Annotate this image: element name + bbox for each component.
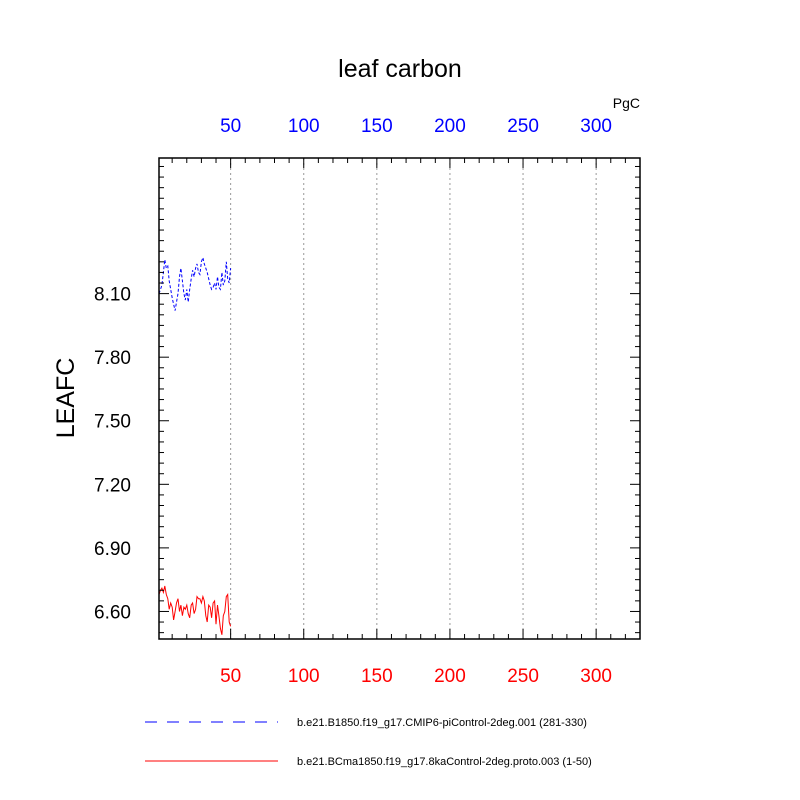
y-tick-label: 6.90 [94, 539, 131, 560]
units-label: PgC [613, 95, 640, 111]
chart-title: leaf carbon [338, 55, 462, 83]
y-axis-label: LEAFC [52, 358, 80, 439]
series-line-1 [158, 255, 232, 311]
x-tick-label-top: 100 [288, 116, 320, 137]
y-tick-label: 8.10 [94, 285, 131, 306]
x-tick-label-top: 250 [507, 116, 539, 137]
x-tick-label-top: 200 [434, 116, 466, 137]
x-tick-label-top: 300 [580, 116, 612, 137]
x-tick-label-top: 150 [361, 116, 393, 137]
grid-lines [230, 158, 597, 639]
legend-label: b.e21.B1850.f19_g17.CMIP6-piControl-2deg… [297, 717, 587, 729]
legend: b.e21.B1850.f19_g17.CMIP6-piControl-2deg… [145, 717, 592, 768]
y-tick-label: 7.20 [94, 475, 131, 496]
x-tick-label-top: 50 [220, 116, 241, 137]
series-lines [158, 255, 232, 635]
x-tick-label-bottom: 300 [580, 666, 612, 687]
x-tick-label-bottom: 50 [220, 666, 241, 687]
series-line-2 [158, 585, 232, 635]
y-tick-label: 6.60 [94, 602, 131, 623]
plot-frame [158, 157, 641, 640]
x-tick-label-bottom: 150 [361, 666, 393, 687]
axis-ticks [159, 158, 641, 639]
y-tick-label: 7.50 [94, 412, 131, 433]
y-tick-label: 7.80 [94, 348, 131, 369]
x-tick-label-bottom: 200 [434, 666, 466, 687]
x-tick-label-bottom: 250 [507, 666, 539, 687]
legend-label: b.e21.BCma1850.f19_g17.8kaControl-2deg.p… [297, 756, 592, 768]
axis-tick-labels: 6.60 6.90 7.20 7.50 7.80 8.10 50 50 100 100 150 150… [94, 116, 612, 687]
x-tick-label-bottom: 100 [288, 666, 320, 687]
